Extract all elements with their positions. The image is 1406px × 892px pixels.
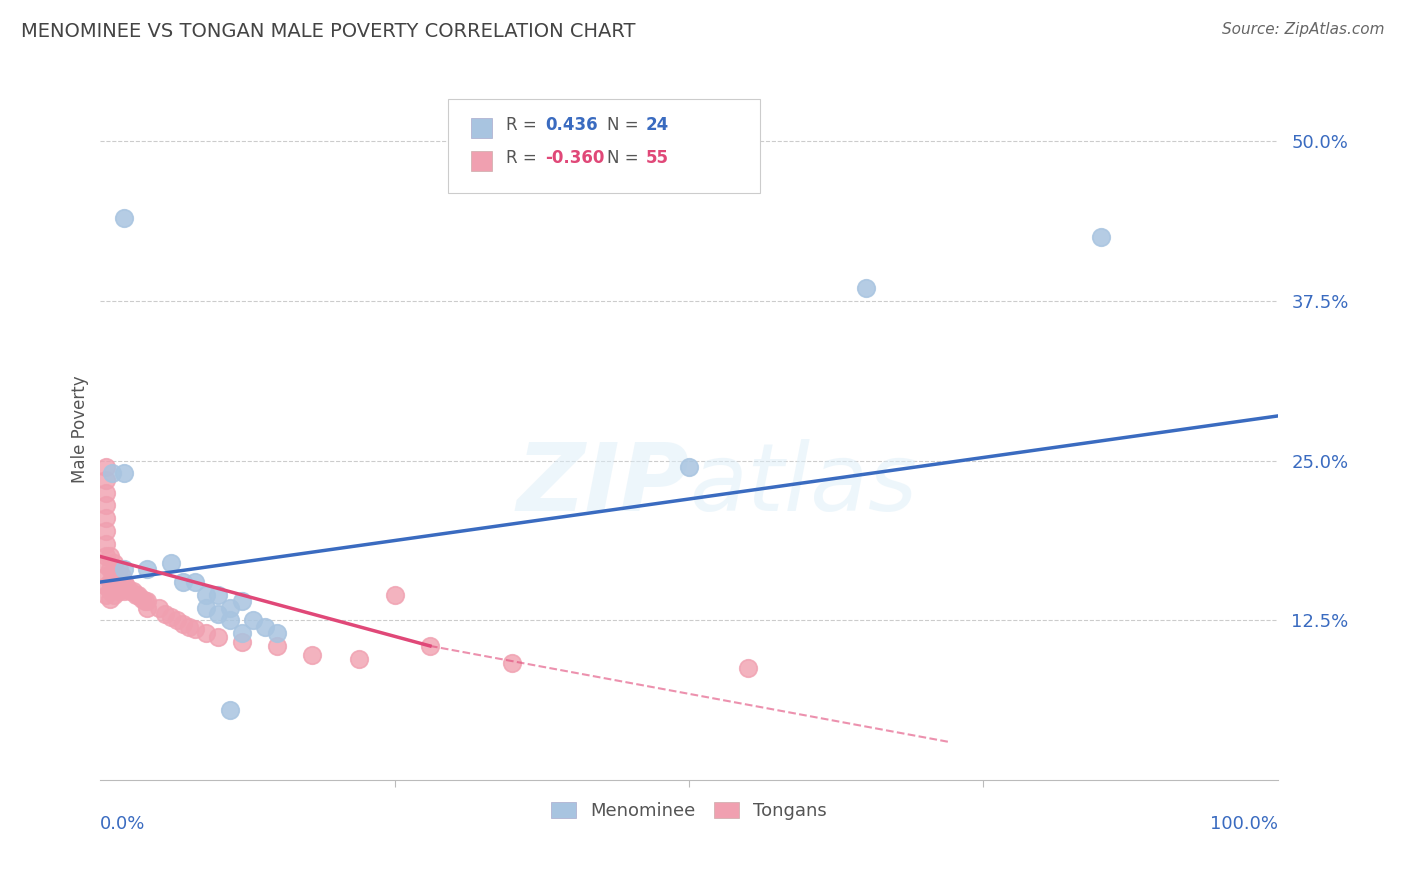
Point: [136, 562, 159, 576]
Point: [96, 537, 118, 551]
Text: 55: 55: [645, 149, 668, 167]
Point: [153, 607, 176, 621]
Point: [501, 656, 523, 670]
Point: [96, 485, 118, 500]
Legend: Menominee, Tongans: Menominee, Tongans: [544, 795, 834, 827]
Text: 100.0%: 100.0%: [1209, 815, 1278, 833]
Point: [110, 568, 132, 582]
Point: [122, 584, 145, 599]
FancyBboxPatch shape: [471, 119, 492, 138]
Point: [218, 703, 240, 717]
Text: MENOMINEE VS TONGAN MALE POVERTY CORRELATION CHART: MENOMINEE VS TONGAN MALE POVERTY CORRELA…: [21, 22, 636, 41]
Point: [195, 600, 218, 615]
Point: [96, 558, 118, 573]
Point: [242, 613, 264, 627]
Point: [96, 568, 118, 582]
Text: 24: 24: [645, 116, 669, 134]
Point: [207, 607, 229, 621]
Point: [737, 660, 759, 674]
Text: atlas: atlas: [689, 440, 917, 531]
Point: [254, 620, 277, 634]
Point: [384, 588, 406, 602]
Point: [136, 594, 159, 608]
FancyBboxPatch shape: [471, 152, 492, 171]
Point: [855, 281, 877, 295]
Text: Source: ZipAtlas.com: Source: ZipAtlas.com: [1222, 22, 1385, 37]
Point: [96, 524, 118, 538]
Point: [96, 499, 118, 513]
Point: [108, 575, 131, 590]
Point: [177, 620, 200, 634]
Point: [101, 467, 124, 481]
Point: [1090, 230, 1112, 244]
Point: [115, 579, 138, 593]
Point: [160, 556, 183, 570]
Point: [266, 639, 288, 653]
Point: [231, 626, 253, 640]
Point: [112, 562, 135, 576]
Point: [207, 630, 229, 644]
Point: [103, 556, 125, 570]
Point: [103, 568, 125, 582]
Point: [231, 635, 253, 649]
Point: [195, 588, 218, 602]
Point: [96, 588, 118, 602]
Point: [124, 588, 146, 602]
Point: [96, 549, 118, 564]
Point: [110, 579, 132, 593]
Text: N =: N =: [606, 116, 644, 134]
Point: [266, 626, 288, 640]
Point: [218, 600, 240, 615]
Point: [207, 588, 229, 602]
Point: [183, 623, 205, 637]
Text: ZIP: ZIP: [516, 439, 689, 531]
Y-axis label: Male Poverty: Male Poverty: [72, 375, 89, 483]
Point: [118, 584, 141, 599]
Point: [195, 626, 218, 640]
Point: [96, 511, 118, 525]
Point: [127, 588, 149, 602]
Point: [108, 562, 131, 576]
Point: [419, 639, 441, 653]
Point: [231, 594, 253, 608]
Point: [172, 575, 194, 590]
Point: [103, 588, 125, 602]
Point: [148, 600, 170, 615]
Point: [108, 584, 131, 599]
Point: [160, 609, 183, 624]
Point: [134, 594, 156, 608]
Point: [112, 211, 135, 225]
Point: [112, 584, 135, 599]
Point: [172, 617, 194, 632]
Point: [349, 651, 371, 665]
Point: [98, 591, 121, 606]
Point: [96, 460, 118, 475]
Point: [98, 562, 121, 576]
Point: [112, 575, 135, 590]
Point: [218, 613, 240, 627]
Point: [166, 613, 188, 627]
Text: R =: R =: [506, 116, 543, 134]
Point: [98, 575, 121, 590]
Point: [183, 575, 205, 590]
Point: [131, 591, 153, 606]
FancyBboxPatch shape: [447, 98, 759, 194]
Point: [96, 579, 118, 593]
Point: [301, 648, 323, 662]
Text: 0.0%: 0.0%: [100, 815, 146, 833]
Text: R =: R =: [506, 149, 543, 167]
Point: [678, 460, 700, 475]
Text: 0.436: 0.436: [546, 116, 598, 134]
Point: [96, 473, 118, 487]
Point: [112, 467, 135, 481]
Text: N =: N =: [606, 149, 644, 167]
Point: [103, 579, 125, 593]
Text: -0.360: -0.360: [546, 149, 605, 167]
Point: [98, 549, 121, 564]
Point: [98, 584, 121, 599]
Point: [136, 600, 159, 615]
